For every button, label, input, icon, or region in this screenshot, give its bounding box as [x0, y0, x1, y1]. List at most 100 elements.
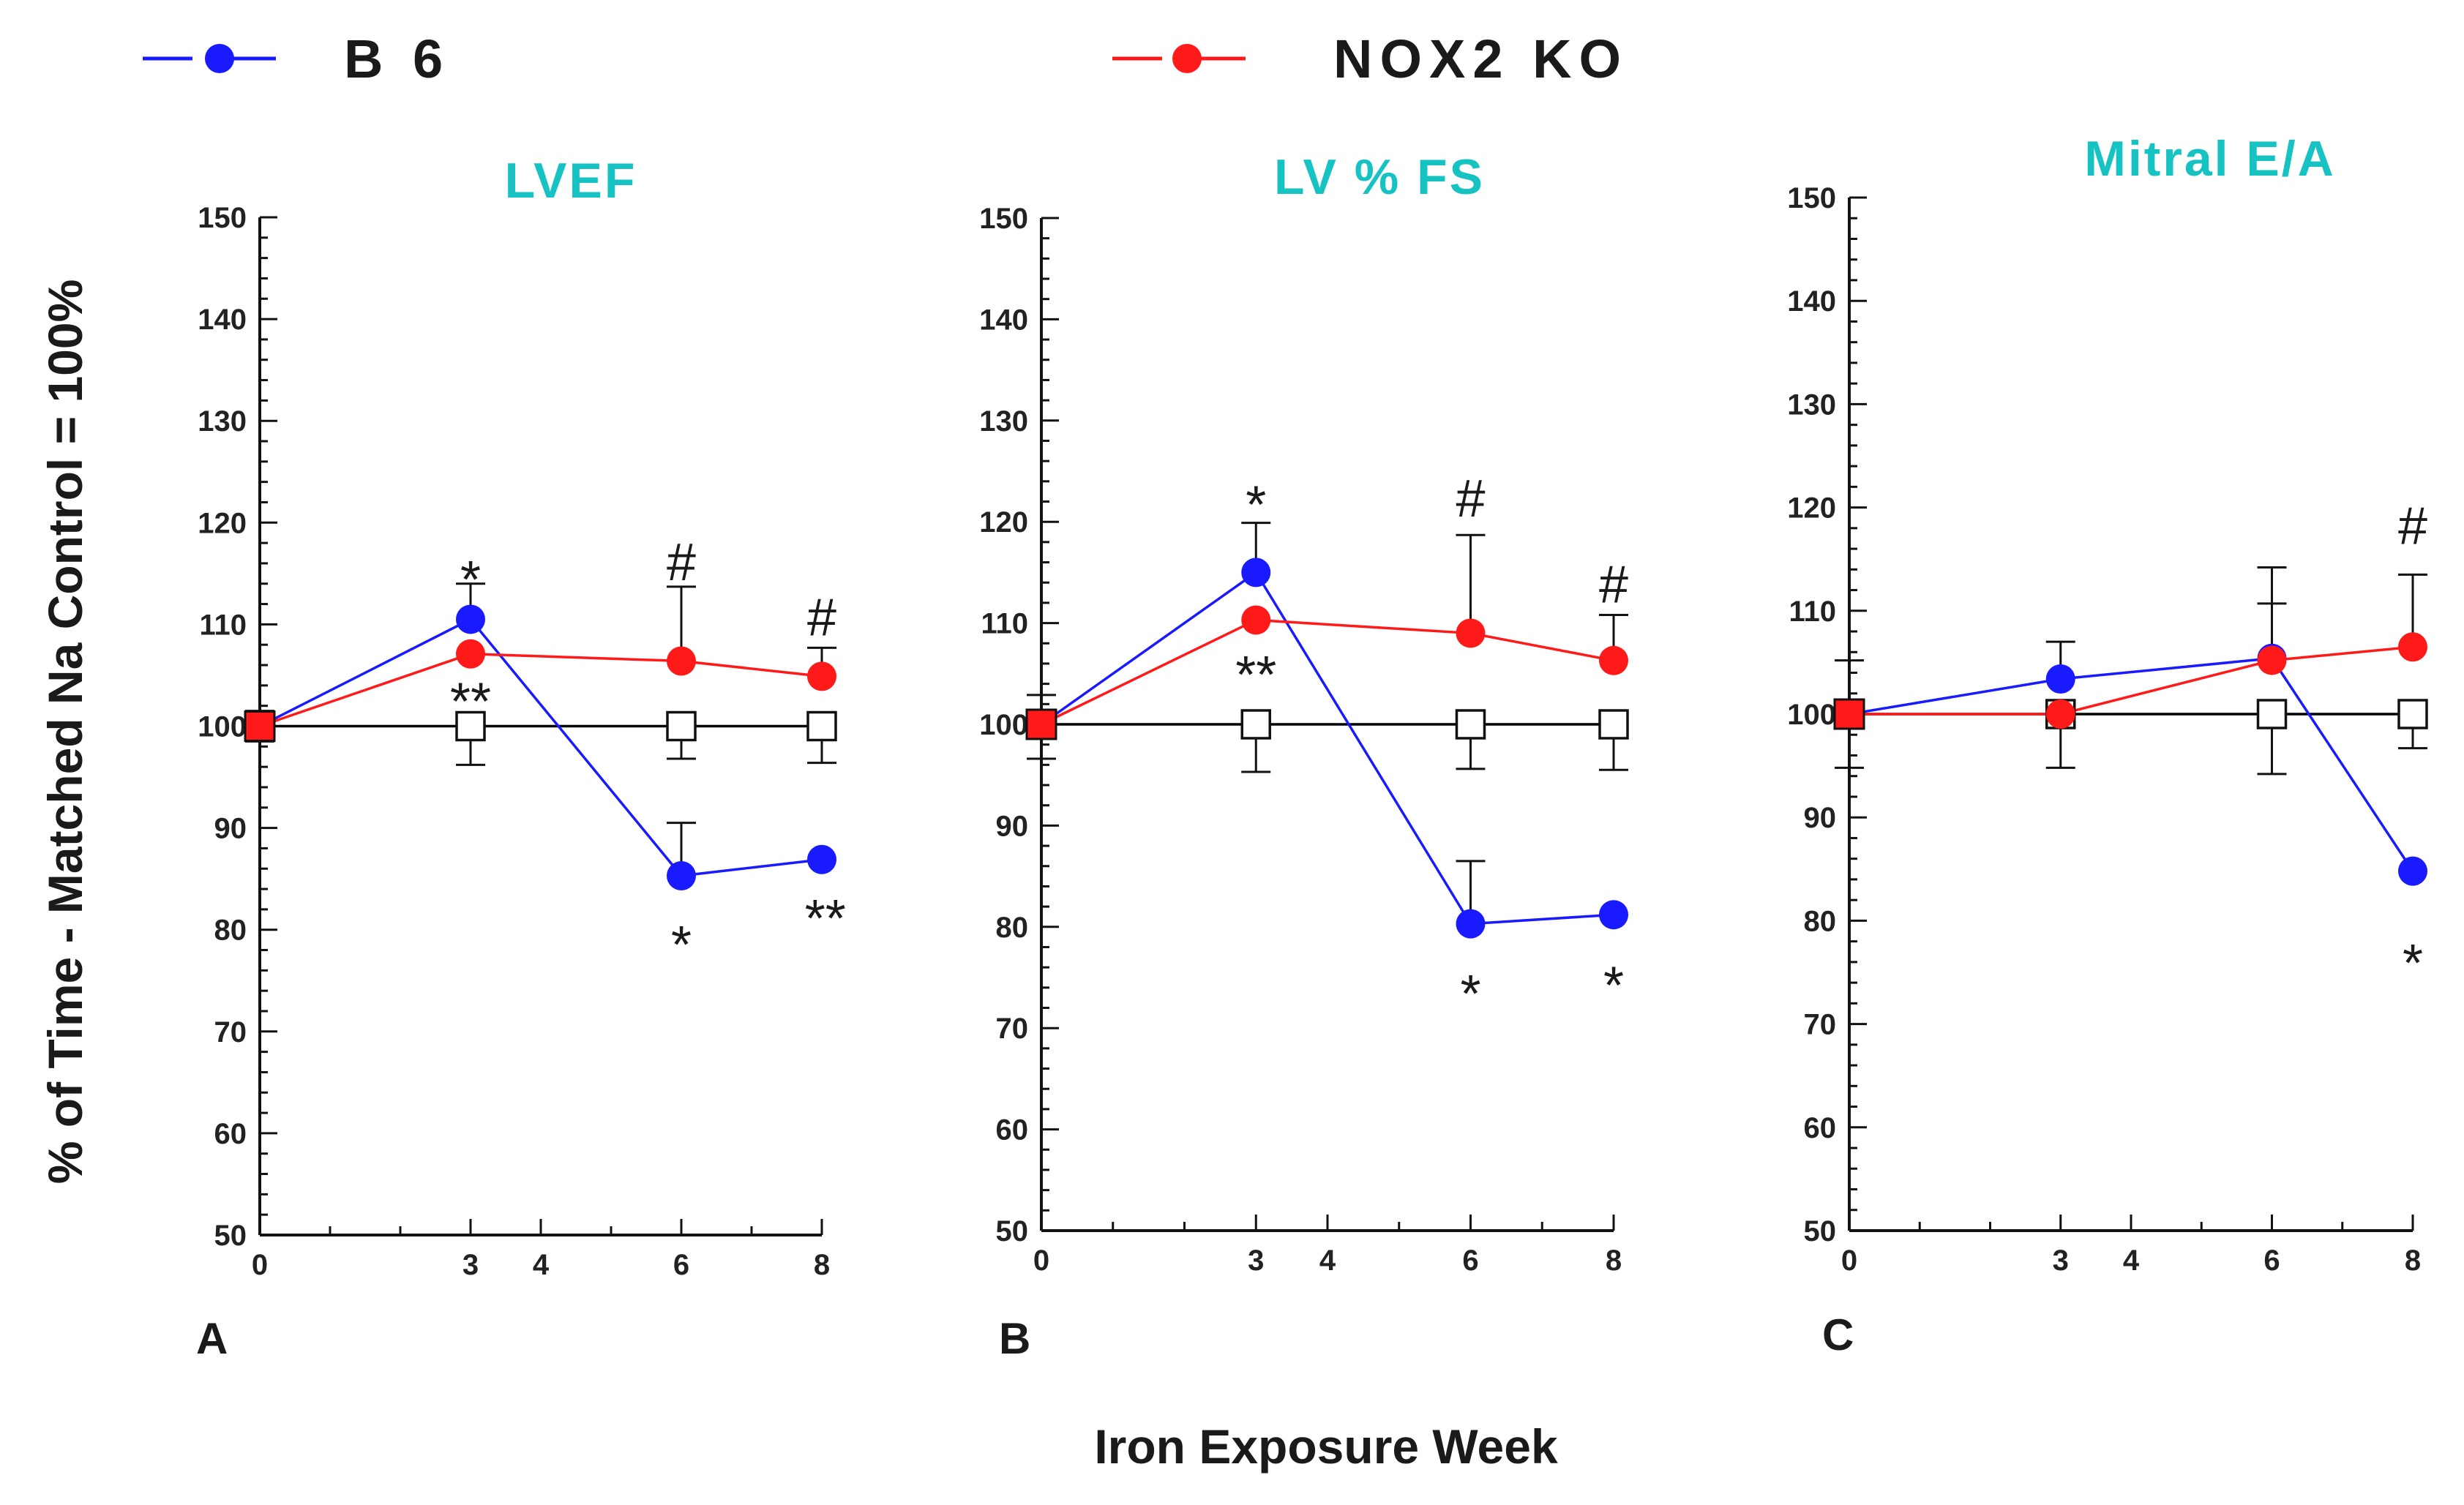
series-line-b6	[1040, 570, 1614, 926]
panel-title: Mitral E/A	[2084, 131, 2336, 187]
y-tick-label: 50	[996, 1215, 1029, 1247]
significance-mark: #	[807, 588, 836, 647]
x-tick-label: 6	[673, 1249, 689, 1281]
y-tick-label: 100	[198, 711, 247, 743]
y-tick-label: 90	[996, 810, 1029, 842]
x-tick-label: 0	[1033, 1245, 1049, 1277]
legend-nox2-label: NOX2 KO	[1333, 29, 1628, 89]
series-line-nox2	[259, 652, 823, 728]
data-point-nox2	[2398, 632, 2427, 662]
panel-c: Mitral E/A C 50 60 70 80 90 100 110 120 130 140 150 0…	[1787, 131, 2428, 1359]
y-tick-label: 120	[198, 507, 247, 539]
y-tick-label: 140	[1787, 285, 1836, 318]
y-tick-label: 140	[198, 304, 247, 336]
x-axis-label: Iron Exposure Week	[1094, 1419, 1558, 1474]
y-tick-label: 110	[1789, 596, 1836, 628]
x-tick-label: 3	[463, 1249, 479, 1281]
data-point-b6	[1241, 558, 1271, 588]
data-point-b6	[667, 860, 696, 890]
significance-mark: *	[1603, 957, 1624, 1016]
x-tick-label: 6	[1462, 1245, 1478, 1277]
y-tick-label: 110	[199, 609, 247, 641]
y-tick-label: 100	[979, 709, 1028, 741]
y-tick-label: 80	[214, 915, 247, 947]
y-tick-label: 70	[996, 1013, 1029, 1045]
significance-mark: *	[2403, 934, 2423, 993]
legend-entry-b6: B 6	[143, 29, 443, 89]
y-tick-label: 100	[1787, 699, 1836, 731]
series-line-b6	[259, 618, 823, 877]
data-point-control	[1455, 709, 1486, 740]
panel-title: LVEF	[505, 153, 637, 209]
data-point-b6	[807, 844, 836, 874]
significance-mark: *	[460, 551, 481, 609]
y-tick-label: 120	[979, 506, 1028, 538]
data-point-nox2	[807, 661, 836, 691]
y-tick-label: 80	[1804, 905, 1837, 937]
x-tick-label: 6	[2263, 1245, 2280, 1277]
y-tick-label: 130	[979, 405, 1028, 438]
y-tick-label: 150	[979, 203, 1028, 235]
x-tick-label: 0	[1841, 1245, 1857, 1277]
significance-mark: *	[1460, 965, 1480, 1024]
data-point-nox2	[456, 639, 485, 669]
y-tick-label: 140	[979, 304, 1028, 336]
y-tick-label: 60	[1804, 1112, 1837, 1144]
significance-mark: #	[1456, 470, 1485, 528]
x-tick-label: 4	[533, 1249, 550, 1281]
y-tick-label: 90	[214, 813, 247, 845]
data-point-control	[806, 710, 837, 742]
y-axis-label: % of Time - Matched Na Control = 100%	[38, 279, 92, 1185]
significance-mark: *	[1246, 476, 1266, 534]
y-tick-label: 50	[214, 1220, 247, 1252]
data-point-b6	[1599, 900, 1628, 930]
y-tick-label: 60	[996, 1114, 1029, 1146]
x-tick-label: 8	[814, 1249, 830, 1281]
y-tick-label: 130	[198, 405, 247, 438]
x-tick-label: 4	[1319, 1245, 1336, 1277]
y-tick-label: 90	[1804, 802, 1837, 834]
significance-mark: **	[1235, 646, 1276, 705]
x-tick-label: 3	[2053, 1245, 2069, 1277]
x-tick-label: 8	[2405, 1245, 2421, 1277]
data-point-b6	[456, 604, 485, 634]
y-tick-label: 70	[1804, 1009, 1837, 1041]
legend-b6-marker	[205, 44, 234, 73]
data-point-nox2	[1599, 645, 1628, 675]
data-point-nox2	[2045, 699, 2075, 729]
significance-mark: *	[671, 916, 692, 975]
significance-mark: #	[667, 533, 696, 592]
y-tick-label: 110	[981, 608, 1028, 640]
data-point-control	[666, 710, 697, 742]
y-tick-label: 150	[198, 202, 247, 234]
data-point-origin	[244, 710, 276, 742]
x-tick-label: 0	[252, 1249, 268, 1281]
panel-letter: C	[1822, 1310, 1854, 1359]
data-point-origin	[1833, 698, 1865, 730]
data-point-control	[1240, 709, 1271, 740]
y-tick-label: 50	[1804, 1215, 1837, 1247]
data-point-control	[2397, 699, 2428, 729]
y-tick-label: 80	[996, 912, 1029, 944]
data-point-nox2	[667, 646, 696, 676]
data-point-b6	[2398, 856, 2427, 886]
data-point-control	[1598, 709, 1629, 740]
legend: B 6 NOX2 KO	[143, 29, 1628, 89]
x-tick-label: 4	[2123, 1245, 2140, 1277]
y-tick-label: 130	[1787, 389, 1836, 421]
y-tick-label: 70	[214, 1016, 247, 1048]
x-tick-label: 8	[1606, 1245, 1622, 1277]
legend-entry-nox2: NOX2 KO	[1112, 29, 1628, 89]
legend-nox2-marker	[1172, 44, 1202, 73]
y-tick-label: 150	[1787, 182, 1836, 214]
data-point-nox2	[1241, 605, 1271, 635]
panel-letter: B	[999, 1314, 1030, 1363]
data-point-nox2	[2257, 645, 2287, 675]
data-point-control	[455, 710, 486, 742]
y-tick-label: 60	[214, 1118, 247, 1150]
panel-b: LV % FS B 50 60 70 80 90 100 110 120 130 140 150 0 3 4 6…	[979, 149, 1629, 1363]
series-line-nox2	[1041, 618, 1614, 726]
panel-title: LV % FS	[1274, 149, 1485, 205]
